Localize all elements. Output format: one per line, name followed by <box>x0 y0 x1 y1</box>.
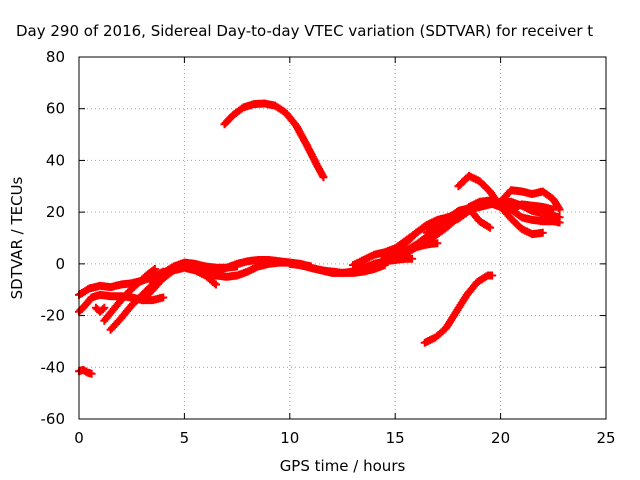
x-tick-label: 10 <box>280 429 299 447</box>
axis-ticks: 0 5 10 15 20 25 -60 -40 -20 0 20 40 60 80 <box>41 48 616 447</box>
x-tick-label: 25 <box>596 429 615 447</box>
y-axis-label: SDTVAR / TECUs <box>8 176 26 299</box>
series-arc-12 <box>285 254 417 277</box>
series-arc-3 <box>420 271 497 347</box>
chart-title: Day 290 of 2016, Sidereal Day-to-day VTE… <box>16 22 593 40</box>
data-points <box>420 271 497 347</box>
x-axis-label: GPS time / hours <box>280 457 406 475</box>
data-points <box>422 204 495 237</box>
y-tick-label: 80 <box>46 48 65 66</box>
x-tick-label: 0 <box>74 429 84 447</box>
y-tick-label: 40 <box>46 151 65 169</box>
series-arc-1 <box>220 99 328 182</box>
data-points <box>220 99 328 182</box>
data-points <box>75 365 96 378</box>
series-arc-18 <box>454 171 558 214</box>
series-arc-6 <box>100 265 159 325</box>
series-arc-17 <box>422 204 495 237</box>
x-tick-label: 20 <box>491 429 510 447</box>
data-points <box>100 265 159 325</box>
y-tick-label: -20 <box>41 307 66 325</box>
plot-area <box>75 99 564 378</box>
y-tick-label: -40 <box>41 358 66 376</box>
y-tick-label: 0 <box>55 255 65 273</box>
series-arc-21 <box>91 303 109 316</box>
y-tick-label: -60 <box>41 410 66 428</box>
data-points <box>91 303 109 316</box>
x-tick-label: 5 <box>180 429 190 447</box>
data-points <box>496 186 564 214</box>
y-tick-label: 60 <box>46 100 65 118</box>
data-points <box>454 171 558 214</box>
series-arc-19 <box>496 186 564 214</box>
data-points <box>380 239 442 261</box>
plot-frame <box>78 56 607 420</box>
y-tick-label: 20 <box>46 203 65 221</box>
data-points <box>285 254 417 277</box>
x-tick-label: 15 <box>386 429 405 447</box>
series-arc-2 <box>75 365 96 378</box>
series-arc-20 <box>380 239 442 261</box>
grid <box>79 57 606 419</box>
